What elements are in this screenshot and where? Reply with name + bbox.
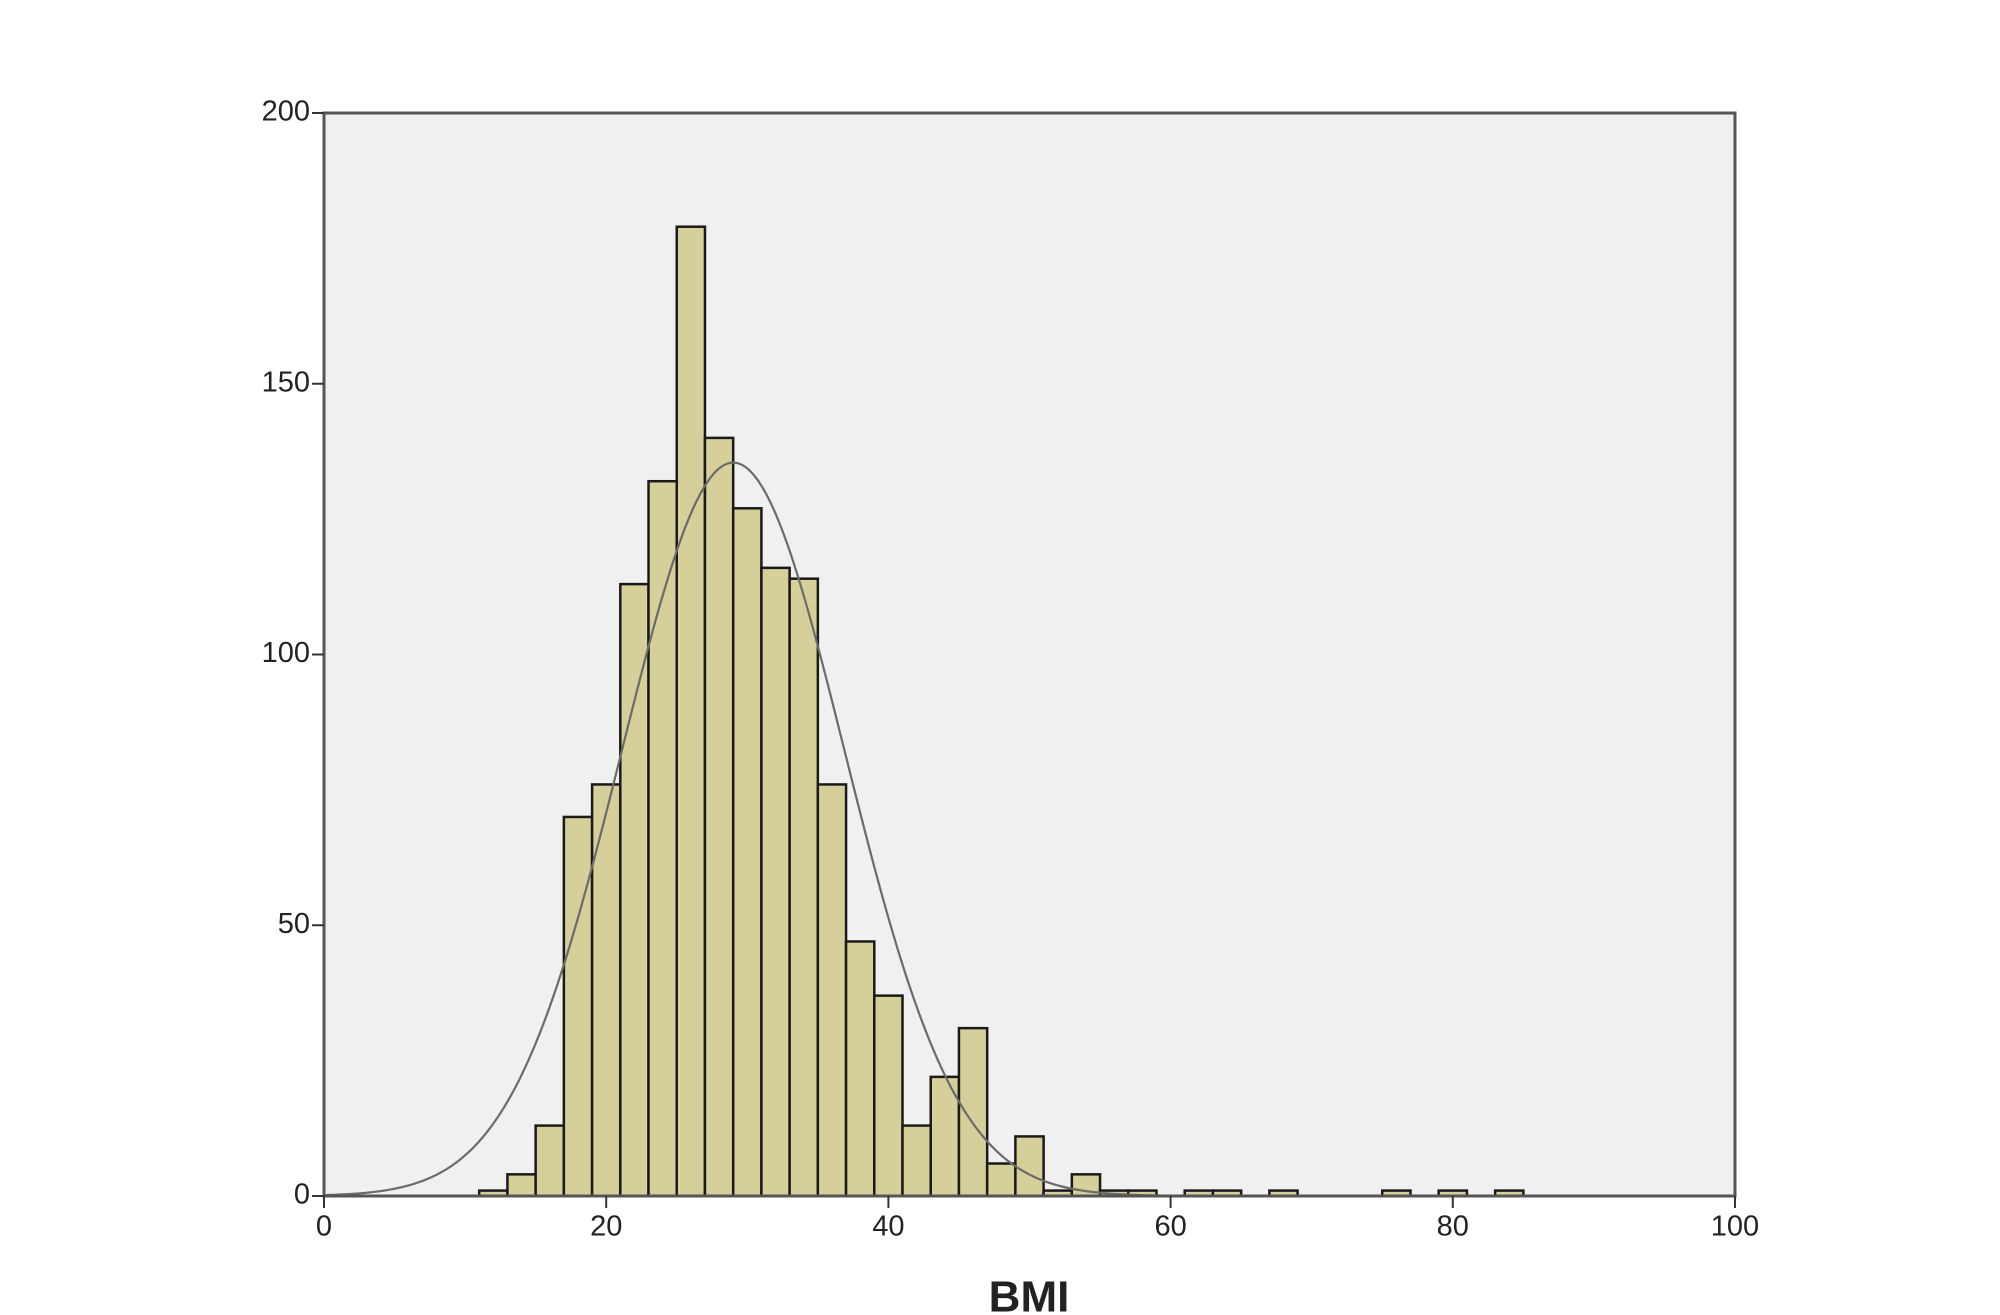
plot-area [324,113,1735,1196]
bar [957,1026,989,1198]
bar [562,815,594,1198]
bar [675,225,707,1198]
bar [506,1173,537,1198]
y-tick-label: 50 [278,908,310,940]
bar [731,507,763,1198]
x-tick-label: 60 [1154,1211,1186,1243]
bar [534,1124,566,1198]
bar [1014,1135,1045,1198]
x-axis-label: BMI [989,1273,1070,1315]
x-tick-label: 0 [316,1211,332,1243]
bar [619,582,650,1198]
y-tick-label: 100 [262,637,310,669]
bar [788,577,820,1198]
bar [647,479,679,1198]
bar [901,1124,932,1198]
y-tick-label: 200 [262,96,310,128]
bar [873,994,904,1198]
x-tick-label: 20 [590,1211,622,1243]
x-tick-label: 80 [1437,1211,1469,1243]
bar [985,1162,1017,1198]
bar [590,783,622,1198]
bar [816,783,848,1198]
x-tick-label: 100 [1711,1211,1759,1243]
bar [760,566,791,1198]
bar [844,940,876,1198]
y-tick-label: 150 [262,366,310,398]
bar [703,436,735,1198]
x-tick-label: 40 [872,1211,904,1243]
y-tick-label: 0 [294,1179,310,1211]
